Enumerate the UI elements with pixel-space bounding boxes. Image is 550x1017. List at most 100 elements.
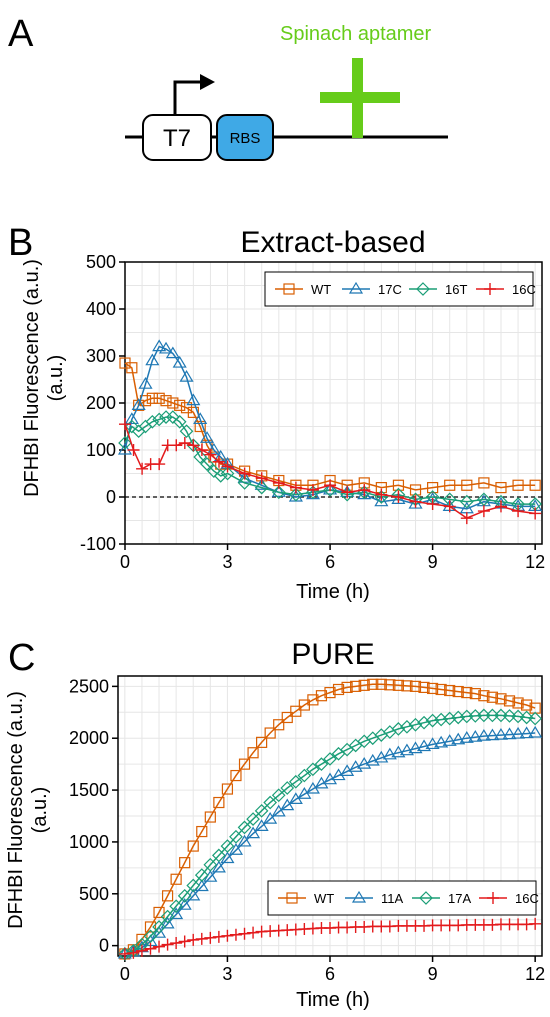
promoter-label: T7 (163, 125, 191, 152)
series-wt-point (238, 758, 251, 770)
series-16c-point (529, 507, 542, 520)
series-16t-point (166, 410, 180, 424)
series-wt-point (144, 921, 157, 933)
series-16c-point (255, 472, 268, 485)
series-16c-point (358, 483, 371, 496)
series-16t-point (207, 464, 221, 478)
series-wt-point (126, 362, 138, 374)
legend-17c-label: 17C (378, 282, 402, 297)
series-11a-point (468, 730, 483, 742)
legend-wt-marker (286, 892, 298, 904)
series-wt-point (179, 857, 191, 869)
series-wt-point (401, 680, 413, 692)
series-17a-point (246, 812, 260, 826)
series-11a-point (502, 727, 517, 740)
series-17c-point (131, 398, 146, 410)
chart-b-ylabel: DFHBI Fluorescence (a.u.) (21, 259, 43, 497)
series-17c-point (165, 346, 180, 359)
series-wt-point (213, 796, 225, 809)
series-wt-point (461, 686, 473, 699)
series-16t-line (124, 416, 536, 505)
series-17a-point (186, 878, 201, 893)
y-tick-label: 500 (86, 252, 116, 272)
legend-11a-marker (351, 890, 367, 903)
series-11a-point (459, 731, 474, 743)
series-wt-point (170, 873, 182, 885)
legend-wt-label: WT (314, 891, 334, 906)
series-17a-point (177, 889, 192, 903)
chart-c-ylabel-unit: (a.u.) (29, 787, 51, 834)
series-17c-point (158, 341, 174, 354)
series-11a-point (391, 745, 406, 758)
series-wt-point (350, 680, 362, 692)
series-16c-point (477, 505, 490, 518)
series-wt-point (230, 769, 242, 782)
series-wt-point (324, 686, 336, 699)
x-tick-label: 0 (120, 964, 130, 984)
series-wt-point (273, 719, 285, 731)
series-17a-point (314, 757, 329, 771)
series-16c-point (494, 500, 507, 513)
series-17c-point (138, 377, 153, 389)
series-wt-point (529, 479, 541, 491)
y-tick-label: 100 (86, 440, 116, 460)
series-wt-point (478, 690, 490, 702)
x-tick-label: 3 (223, 552, 233, 572)
series-11a-point (263, 811, 278, 824)
series-wt-point (146, 392, 158, 404)
series-17a-point (271, 788, 286, 803)
series-wt-point (435, 683, 447, 696)
series-11a-point (382, 747, 397, 760)
y-tick-label: 400 (86, 299, 116, 319)
series-16t-point (179, 424, 194, 439)
series-11a-point (271, 804, 286, 817)
legend-11a-label: 11A (381, 891, 403, 906)
panel-letter-b: B (8, 222, 33, 264)
series-16c-point (238, 927, 251, 940)
x-tick-label: 12 (525, 552, 545, 572)
series-16c-point (178, 436, 191, 449)
series-17c-point (179, 369, 194, 382)
series-16c-point (324, 479, 337, 492)
series-wt-point (332, 683, 345, 696)
series-11a-point (237, 834, 252, 847)
y-tick-label: 1000 (69, 832, 109, 852)
legend-16t-marker (416, 282, 430, 296)
series-11a-point (280, 798, 295, 811)
series-17a-point (254, 803, 269, 818)
series-17a-point (323, 752, 337, 766)
series-17a-point (143, 929, 158, 944)
series-wt-point (247, 747, 259, 759)
series-11a-point (493, 727, 509, 740)
series-wt-point (392, 479, 405, 491)
series-17c-point (323, 482, 338, 495)
series-wt-point (392, 679, 404, 691)
y-tick-label: 1500 (69, 780, 109, 800)
legend-16c-label: 16C (515, 891, 539, 906)
series-17a-point (203, 857, 218, 872)
panel-a-schematic: A Spinach aptamer T7 RBS (8, 13, 448, 161)
series-11a-point (160, 916, 175, 929)
series-16c-point (127, 444, 140, 456)
panel-c: C PURE 0 3 6 9 12 0 500 1000 1500 2000 2500 WT 11A 17… (5, 637, 545, 1011)
series-17c-point (152, 339, 167, 352)
series-wt-point (461, 479, 473, 491)
series-wt-point (256, 736, 268, 748)
x-tick-label: 6 (325, 964, 335, 984)
x-tick-label: 0 (120, 552, 130, 572)
series-16c-point (204, 931, 217, 944)
legend-17c-marker (348, 281, 364, 294)
y-tick-label: 2000 (69, 728, 109, 748)
series-16t-point (193, 450, 208, 464)
series-16t-point (213, 469, 228, 483)
series-wt-point (221, 783, 234, 795)
series-16c-point (212, 455, 225, 468)
series-wt-point (375, 678, 387, 690)
y-tick-label: 200 (86, 393, 116, 413)
series-16t-point (159, 410, 173, 424)
series-16c-point (195, 932, 208, 945)
series-16c-point (187, 439, 200, 452)
series-17a-point (263, 795, 278, 810)
series-wt-point (187, 840, 199, 852)
